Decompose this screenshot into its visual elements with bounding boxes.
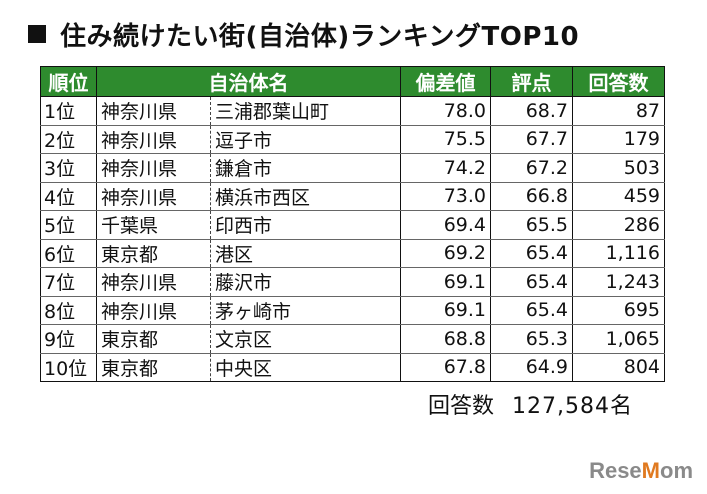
prefecture-cell: 神奈川県 <box>96 125 211 154</box>
logo-text-suffix: om <box>660 458 693 483</box>
score-cell: 65.4 <box>490 239 573 268</box>
rank-cell: 10位 <box>40 353 97 382</box>
deviation-cell: 75.5 <box>400 125 491 154</box>
rank-cell: 4位 <box>40 182 97 211</box>
city-cell: 茅ヶ崎市 <box>210 296 401 325</box>
rank-cell: 6位 <box>40 239 97 268</box>
responses-cell: 503 <box>572 153 665 183</box>
header-deviation: 偏差値 <box>400 66 491 97</box>
rank-cell: 9位 <box>40 324 97 354</box>
prefecture-cell: 神奈川県 <box>96 153 211 183</box>
deviation-cell: 74.2 <box>400 153 491 183</box>
prefecture-cell: 東京都 <box>96 324 211 354</box>
deviation-cell: 68.8 <box>400 324 491 354</box>
responses-cell: 804 <box>572 353 665 382</box>
table-row: 10位 東京都 中央区 67.8 64.9 804 <box>40 353 665 382</box>
score-cell: 67.2 <box>490 153 573 183</box>
responses-cell: 1,243 <box>572 267 665 297</box>
rank-cell: 2位 <box>40 125 97 154</box>
prefecture-cell: 千葉県 <box>96 210 211 240</box>
score-cell: 65.4 <box>490 296 573 325</box>
table-row: 9位 東京都 文京区 68.8 65.3 1,065 <box>40 324 665 354</box>
total-responses: 回答数 127,584名 <box>428 388 633 420</box>
rank-cell: 1位 <box>40 96 97 126</box>
rank-cell: 8位 <box>40 296 97 325</box>
table-row: 8位 神奈川県 茅ヶ崎市 69.1 65.4 695 <box>40 296 665 325</box>
prefecture-cell: 東京都 <box>96 353 211 382</box>
deviation-cell: 69.1 <box>400 267 491 297</box>
total-responses-label: 回答数 <box>428 394 495 419</box>
header-rank: 順位 <box>40 66 97 97</box>
city-cell: 逗子市 <box>210 125 401 154</box>
deviation-cell: 69.1 <box>400 296 491 325</box>
prefecture-cell: 神奈川県 <box>96 267 211 297</box>
table-row: 1位 神奈川県 三浦郡葉山町 78.0 68.7 87 <box>40 96 665 126</box>
score-cell: 65.3 <box>490 324 573 354</box>
city-cell: 印西市 <box>210 210 401 240</box>
deviation-cell: 73.0 <box>400 182 491 211</box>
responses-cell: 1,065 <box>572 324 665 354</box>
deviation-cell: 67.8 <box>400 353 491 382</box>
table-row: 5位 千葉県 印西市 69.4 65.5 286 <box>40 210 665 240</box>
header-responses: 回答数 <box>572 66 665 97</box>
deviation-cell: 78.0 <box>400 96 491 126</box>
header-municipality: 自治体名 <box>96 66 401 97</box>
responses-cell: 695 <box>572 296 665 325</box>
responses-cell: 459 <box>572 182 665 211</box>
city-cell: 鎌倉市 <box>210 153 401 183</box>
prefecture-cell: 神奈川県 <box>96 96 211 126</box>
rank-cell: 3位 <box>40 153 97 183</box>
prefecture-cell: 神奈川県 <box>96 182 211 211</box>
deviation-cell: 69.4 <box>400 210 491 240</box>
page-title-text: 住み続けたい街(自治体)ランキングTOP10 <box>60 21 580 52</box>
city-cell: 藤沢市 <box>210 267 401 297</box>
ranking-table: 順位 自治体名 偏差値 評点 回答数 1位 神奈川県 三浦郡葉山町 78.0 68.7 8… <box>40 66 665 382</box>
rank-cell: 5位 <box>40 210 97 240</box>
prefecture-cell: 神奈川県 <box>96 296 211 325</box>
prefecture-cell: 東京都 <box>96 239 211 268</box>
score-cell: 67.7 <box>490 125 573 154</box>
table-row: 4位 神奈川県 横浜市西区 73.0 66.8 459 <box>40 182 665 211</box>
city-cell: 文京区 <box>210 324 401 354</box>
score-cell: 65.4 <box>490 267 573 297</box>
responses-cell: 286 <box>572 210 665 240</box>
table-row: 7位 神奈川県 藤沢市 69.1 65.4 1,243 <box>40 267 665 297</box>
table-row: 3位 神奈川県 鎌倉市 74.2 67.2 503 <box>40 153 665 183</box>
score-cell: 64.9 <box>490 353 573 382</box>
city-cell: 中央区 <box>210 353 401 382</box>
score-cell: 65.5 <box>490 210 573 240</box>
score-cell: 68.7 <box>490 96 573 126</box>
table-row: 6位 東京都 港区 69.2 65.4 1,116 <box>40 239 665 268</box>
city-cell: 三浦郡葉山町 <box>210 96 401 126</box>
score-cell: 66.8 <box>490 182 573 211</box>
header-score: 評点 <box>490 66 573 97</box>
city-cell: 横浜市西区 <box>210 182 401 211</box>
total-responses-value: 127,584名 <box>512 394 633 419</box>
square-bullet-icon <box>28 25 46 43</box>
resemom-logo: ReseMom <box>589 458 693 484</box>
rank-cell: 7位 <box>40 267 97 297</box>
city-cell: 港区 <box>210 239 401 268</box>
deviation-cell: 69.2 <box>400 239 491 268</box>
logo-text-prefix: Rese <box>589 458 642 483</box>
responses-cell: 179 <box>572 125 665 154</box>
page-title: 住み続けたい街(自治体)ランキングTOP10 <box>28 12 579 56</box>
responses-cell: 87 <box>572 96 665 126</box>
table-row: 2位 神奈川県 逗子市 75.5 67.7 179 <box>40 125 665 154</box>
responses-cell: 1,116 <box>572 239 665 268</box>
table-header-row: 順位 自治体名 偏差値 評点 回答数 <box>40 66 665 97</box>
logo-text-accent: M <box>641 458 660 483</box>
